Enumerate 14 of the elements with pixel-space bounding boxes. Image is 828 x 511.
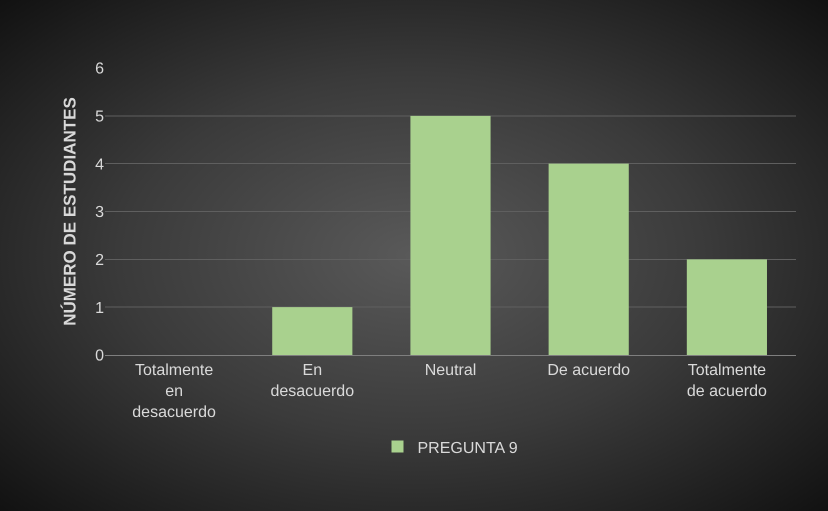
y-tick-label: 6 — [95, 60, 104, 78]
legend-label: PREGUNTA 9 — [418, 440, 518, 457]
x-tick-label: Neutral — [424, 362, 476, 380]
y-tick-label: 3 — [95, 204, 104, 222]
y-tick-label: 0 — [95, 348, 104, 365]
y-tick-label: 4 — [95, 156, 104, 174]
y-tick-label: 2 — [95, 252, 104, 269]
y-tick-label: 1 — [95, 300, 104, 317]
y-tick-label: 5 — [95, 108, 104, 126]
y-axis-title: NÚMERO DE ESTUDIANTES — [60, 97, 80, 326]
x-tick-label: De acuerdo — [547, 362, 630, 380]
x-tick-label: Totalmente en desacuerdo — [132, 362, 216, 421]
x-tick-label: En desacuerdo — [270, 362, 354, 400]
x-tick-label: Totalmente de acuerdo — [686, 362, 768, 400]
